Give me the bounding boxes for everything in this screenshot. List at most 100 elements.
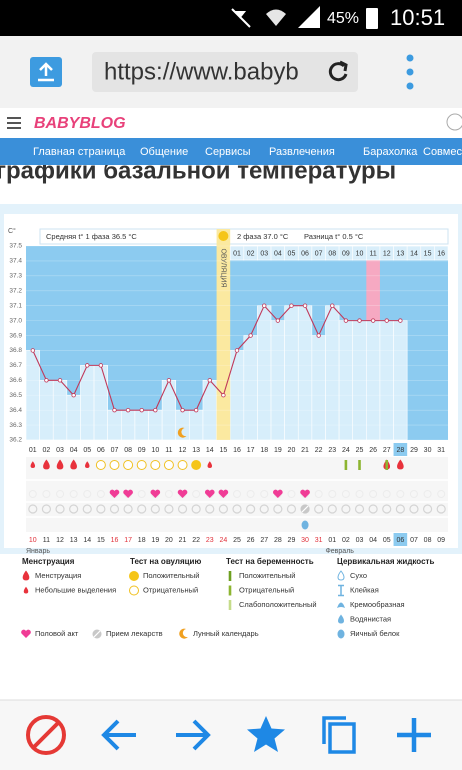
nav-link[interactable]: Развлечения (269, 146, 335, 158)
url-box[interactable] (92, 52, 358, 92)
dry-icon (337, 570, 345, 581)
search-icon[interactable] (446, 113, 462, 131)
cycle-day-label: 17 (247, 447, 255, 454)
egg-white-icon (301, 520, 309, 530)
temperature-point (139, 407, 144, 413)
empty-slot (69, 504, 79, 514)
legend-title: Тест на овуляцию (130, 557, 201, 566)
cycle-day-label: 31 (437, 447, 445, 454)
empty-slot (28, 490, 37, 498)
menstruation-icon (43, 459, 50, 470)
new-tab-button[interactable] (397, 718, 431, 752)
temperature-point (180, 407, 185, 413)
reload-icon[interactable] (328, 60, 348, 82)
temperature-bar (284, 305, 299, 441)
nav-link[interactable]: Барахолка (363, 146, 418, 158)
back-button[interactable] (101, 719, 136, 751)
cycle-day-label: 20 (288, 447, 296, 454)
tabs-button[interactable] (30, 57, 62, 87)
bookmark-button[interactable] (247, 716, 285, 752)
pill-line (93, 630, 101, 638)
empty-slot (368, 504, 378, 514)
pregnancy-negative-icon (228, 585, 232, 596)
url-fade (318, 54, 356, 90)
empty-slot (137, 490, 146, 498)
temperature-bar (66, 394, 81, 441)
cycle-day-label: 13 (192, 447, 200, 454)
pregnancy-weak-icon (228, 600, 232, 610)
legend-label: Водянистая (350, 614, 391, 623)
temperature-point (357, 318, 362, 323)
month-label: Февраль (325, 548, 354, 555)
y-tick-label: 36.7 (9, 362, 22, 369)
ovulation-column (216, 229, 231, 440)
luteal-day-label: 05 (288, 250, 296, 257)
phase1-label: Средняя t° 1 фаза 36.5 °C (46, 232, 137, 241)
heart-icon (150, 489, 161, 498)
status-icons (231, 6, 378, 29)
clock: 10:51 (390, 5, 445, 30)
temperature-point (248, 333, 253, 338)
cycle-day-label: 11 (165, 447, 172, 454)
moon-icon (177, 427, 187, 438)
temperature-point (30, 348, 36, 353)
spotting-icon (207, 461, 213, 468)
luteal-day-label: 09 (342, 250, 350, 257)
cycle-day-label: 25 (356, 447, 364, 454)
nav-link[interactable]: Главная страница (33, 146, 126, 158)
legend-label: Небольшие выделения (35, 585, 116, 594)
ovulation-negative-icon (177, 460, 188, 470)
date-label: 14 (83, 537, 91, 544)
tabs-overview-button[interactable] (322, 716, 356, 754)
heart-icon (204, 489, 215, 498)
empty-slot (327, 504, 337, 514)
hamburger[interactable] (7, 117, 21, 129)
date-label: 22 (192, 537, 200, 544)
empty-slot (96, 504, 106, 514)
temperature-point (57, 378, 63, 383)
cycle-day-label: 23 (328, 447, 336, 454)
legend-label: Кремообразная (350, 600, 405, 609)
empty-slot (42, 490, 51, 498)
nav-link[interactable]: Совмест (423, 146, 462, 158)
empty-slot (232, 504, 242, 514)
empty-slot (177, 504, 188, 514)
url[interactable]: https://www.babyb (104, 58, 299, 85)
status-bar (0, 0, 462, 36)
today-date-cell (393, 533, 408, 546)
date-label: 15 (97, 537, 105, 544)
empty-slot (287, 490, 296, 498)
date-label: 21 (179, 537, 187, 544)
luteal-day-label: 11 (369, 250, 376, 257)
heart-icon (123, 489, 133, 498)
nav-link[interactable]: Общение (140, 146, 188, 158)
menu-button[interactable] (406, 54, 414, 90)
ovulation-negative-icon (95, 460, 106, 470)
forward-button[interactable] (176, 719, 211, 751)
temperature-point (384, 318, 389, 323)
nav-link[interactable]: Сервисы (205, 146, 251, 158)
temperature-point (398, 318, 403, 323)
y-tick-label: 37.1 (9, 302, 22, 309)
cycle-day-label: 28 (396, 447, 404, 454)
luteal-day-label: 16 (437, 250, 445, 257)
ovulation-negative-icon (136, 460, 147, 470)
empty-slot (382, 490, 391, 498)
empty-slot (82, 504, 92, 514)
legend-title: Тест на беременность (226, 557, 314, 566)
temperature-point (112, 407, 117, 413)
luteal-day-label: 08 (328, 250, 336, 257)
temperature-point (71, 393, 76, 398)
empty-slot (259, 504, 269, 514)
legend-label: Клейкая (350, 585, 379, 594)
empty-slot (246, 490, 255, 498)
empty-slot (437, 490, 446, 498)
creamy-icon (337, 602, 345, 608)
y-tick-label: 37.2 (9, 287, 22, 294)
cycle-day-label: 22 (315, 447, 323, 454)
empty-slot (191, 504, 201, 514)
logo[interactable]: BABYBLOG (34, 115, 126, 132)
block-button[interactable] (26, 715, 66, 755)
temperature-point (370, 318, 376, 323)
cycle-day-label: 06 (97, 447, 105, 454)
